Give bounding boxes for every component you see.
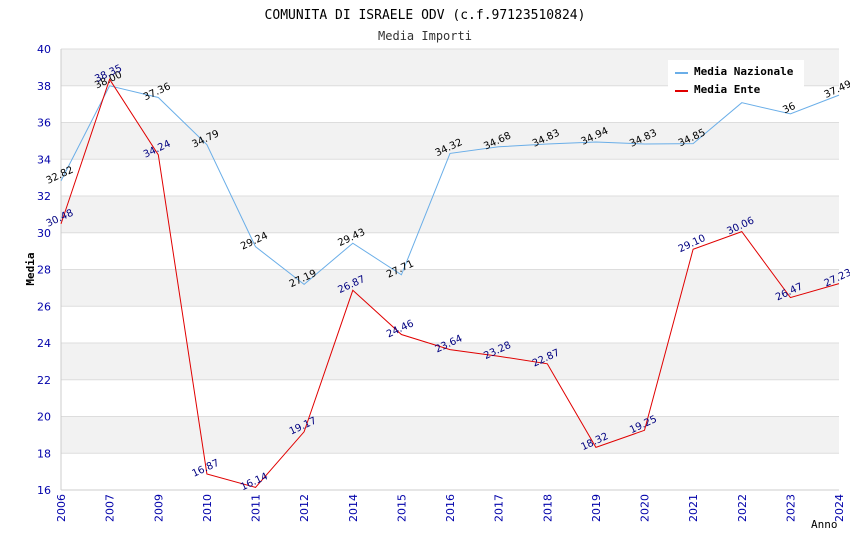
x-tick-label: 2023: [784, 494, 797, 522]
x-tick-label: 2011: [250, 494, 263, 522]
y-tick-label: 28: [37, 264, 51, 277]
grid-band: [61, 416, 839, 454]
series-line-1: [60, 78, 840, 488]
y-tick-label: 16: [37, 484, 51, 497]
chart-subtitle: Media Importi: [378, 29, 472, 43]
grid-band: [61, 232, 839, 270]
grid-band: [61, 159, 839, 196]
x-tick-label: 2012: [298, 494, 311, 522]
axes: [60, 49, 839, 491]
y-tick-label: 40: [37, 43, 51, 56]
x-tick-label: 2019: [590, 494, 603, 522]
x-tick-label: 2024: [833, 494, 846, 522]
x-tick-label: 2007: [104, 494, 117, 522]
y-tick-label: 24: [37, 337, 51, 350]
x-tick-label: 2018: [541, 494, 554, 522]
legend-box: [668, 60, 804, 98]
data-label: 36: [781, 101, 797, 116]
y-axis-label: Media: [24, 252, 37, 285]
y-tick-label: 34: [37, 153, 51, 166]
y-tick-label: 22: [37, 374, 51, 387]
x-tick-label: 2017: [493, 494, 506, 522]
x-tick-label: 2022: [736, 494, 749, 522]
grid-band: [61, 269, 839, 307]
series-lines: [60, 78, 840, 488]
x-tick-label: 2020: [639, 494, 652, 522]
y-gridlines: [61, 48, 839, 491]
legend-label-media-ente: Media Ente: [694, 83, 761, 96]
y-tick-label: 26: [37, 300, 51, 313]
y-tick-label: 32: [37, 190, 51, 203]
y-tick-label: 20: [37, 411, 51, 424]
x-tick-label: 2009: [152, 494, 165, 522]
x-tick-label: 2006: [55, 494, 68, 522]
grid-band: [61, 379, 839, 417]
grid-band: [61, 196, 839, 233]
grid-band: [61, 306, 839, 343]
y-tick-label: 38: [37, 80, 51, 93]
y-tick-label: 36: [37, 117, 51, 130]
x-tick-label: 2016: [444, 494, 457, 522]
y-tick-label: 30: [37, 227, 51, 240]
series-line-0: [60, 85, 840, 286]
legend-label-media-nazionale: Media Nazionale: [694, 65, 794, 78]
legend: Media Nazionale Media Ente: [668, 60, 804, 98]
y-tick-label: 18: [37, 447, 51, 460]
x-tick-label: 2021: [687, 494, 700, 522]
y-tick-labels: 16 18 20 22 24 26 28 30 32 34 36 38 40: [37, 43, 51, 497]
grid-band: [61, 453, 839, 490]
x-axis-label: Anno: [811, 518, 838, 531]
x-tick-label: 2015: [395, 494, 408, 522]
chart-title: COMUNITA DI ISRAELE ODV (c.f.97123510824…: [265, 8, 586, 23]
x-tick-label: 2010: [201, 494, 214, 522]
x-tick-labels: 2006 2007 2009 2010 2011 2012 2014 2015 2016 2017…: [55, 494, 846, 522]
x-tick-label: 2014: [347, 494, 360, 522]
